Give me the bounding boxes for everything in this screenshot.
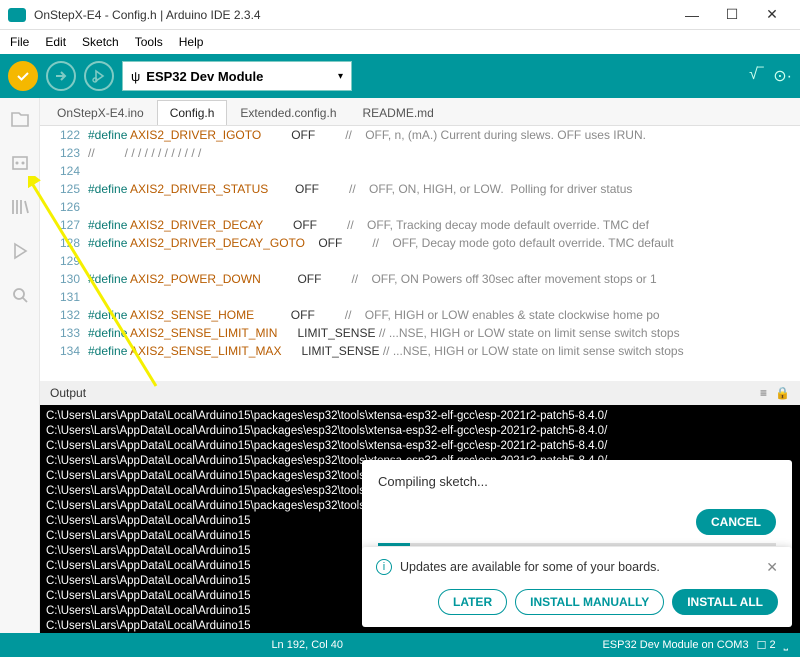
status-board[interactable]: ESP32 Dev Module on COM3 xyxy=(602,639,748,651)
maximize-button[interactable]: ☐ xyxy=(712,1,752,29)
cursor-position: Ln 192, Col 40 xyxy=(12,639,602,651)
title-bar: OnStepX-E4 - Config.h | Arduino IDE 2.3.… xyxy=(0,0,800,30)
tab-extended-config[interactable]: Extended.config.h xyxy=(227,100,349,125)
menu-help[interactable]: Help xyxy=(173,33,210,51)
menu-sketch[interactable]: Sketch xyxy=(76,33,125,51)
menu-bar: File Edit Sketch Tools Help xyxy=(0,30,800,54)
output-menu-icon[interactable]: ≡ xyxy=(760,386,767,400)
output-label: Output xyxy=(50,386,86,400)
serial-monitor-icon[interactable]: ⊙· xyxy=(773,66,792,86)
minimize-button[interactable]: — xyxy=(672,1,712,29)
boards-manager-icon[interactable] xyxy=(7,150,33,176)
code-editor[interactable]: 122#define AXIS2_DRIVER_IGOTO OFF // OFF… xyxy=(40,126,800,381)
activity-bar xyxy=(0,98,40,633)
debug-button[interactable] xyxy=(84,61,114,91)
main-area: OnStepX-E4.ino Config.h Extended.config.… xyxy=(0,98,800,633)
info-icon: i xyxy=(376,559,392,575)
notifications-badge[interactable]: ☐ 2 xyxy=(757,639,776,652)
upload-button[interactable] xyxy=(46,61,76,91)
output-lock-icon[interactable]: 🔒 xyxy=(775,386,790,400)
app-icon xyxy=(8,8,26,22)
tab-config[interactable]: Config.h xyxy=(157,100,228,125)
install-all-button[interactable]: INSTALL ALL xyxy=(672,589,778,615)
arrow-right-icon xyxy=(53,68,69,84)
progress-bar xyxy=(378,543,776,546)
compile-message: Compiling sketch... xyxy=(378,474,776,489)
tab-sketch[interactable]: OnStepX-E4.ino xyxy=(44,100,157,125)
menu-tools[interactable]: Tools xyxy=(129,33,169,51)
close-panel-icon[interactable]: ⎵ xyxy=(784,639,788,652)
compile-progress-panel: Compiling sketch... CANCEL xyxy=(362,460,792,558)
editor-tabs: OnStepX-E4.ino Config.h Extended.config.… xyxy=(40,98,800,126)
board-selector[interactable]: ψ ESP32 Dev Module ▾ xyxy=(122,61,352,91)
search-icon[interactable] xyxy=(7,282,33,308)
output-console[interactable]: C:\Users\Lars\AppData\Local\Arduino15\pa… xyxy=(40,405,800,633)
verify-button[interactable] xyxy=(8,61,38,91)
cancel-compile-button[interactable]: CANCEL xyxy=(696,509,776,535)
serial-plotter-icon[interactable]: √‾ xyxy=(749,66,763,86)
toolbar: ψ ESP32 Dev Module ▾ √‾ ⊙· xyxy=(0,54,800,98)
status-bar: Ln 192, Col 40 ESP32 Dev Module on COM3 … xyxy=(0,633,800,657)
debug-icon xyxy=(91,68,107,84)
window-title: OnStepX-E4 - Config.h | Arduino IDE 2.3.… xyxy=(34,8,672,22)
library-manager-icon[interactable] xyxy=(7,194,33,220)
later-button[interactable]: LATER xyxy=(438,589,507,615)
menu-file[interactable]: File xyxy=(4,33,35,51)
output-panel: Output ≡ 🔒 C:\Users\Lars\AppData\Local\A… xyxy=(40,381,800,633)
tab-readme[interactable]: README.md xyxy=(350,100,447,125)
chevron-down-icon: ▾ xyxy=(338,71,343,82)
updates-message: Updates are available for some of your b… xyxy=(400,560,660,575)
board-label: ESP32 Dev Module xyxy=(146,69,263,84)
close-button[interactable]: ✕ xyxy=(752,1,792,29)
close-notification-icon[interactable]: ✕ xyxy=(766,560,778,575)
editor-area: OnStepX-E4.ino Config.h Extended.config.… xyxy=(40,98,800,633)
output-header: Output ≡ 🔒 xyxy=(40,381,800,405)
updates-notification: i Updates are available for some of your… xyxy=(362,547,792,627)
usb-icon: ψ xyxy=(131,69,140,84)
check-icon xyxy=(15,68,31,84)
debug-sidebar-icon[interactable] xyxy=(7,238,33,264)
sketchbook-icon[interactable] xyxy=(7,106,33,132)
menu-edit[interactable]: Edit xyxy=(39,33,72,51)
install-manually-button[interactable]: INSTALL MANUALLY xyxy=(515,589,664,615)
